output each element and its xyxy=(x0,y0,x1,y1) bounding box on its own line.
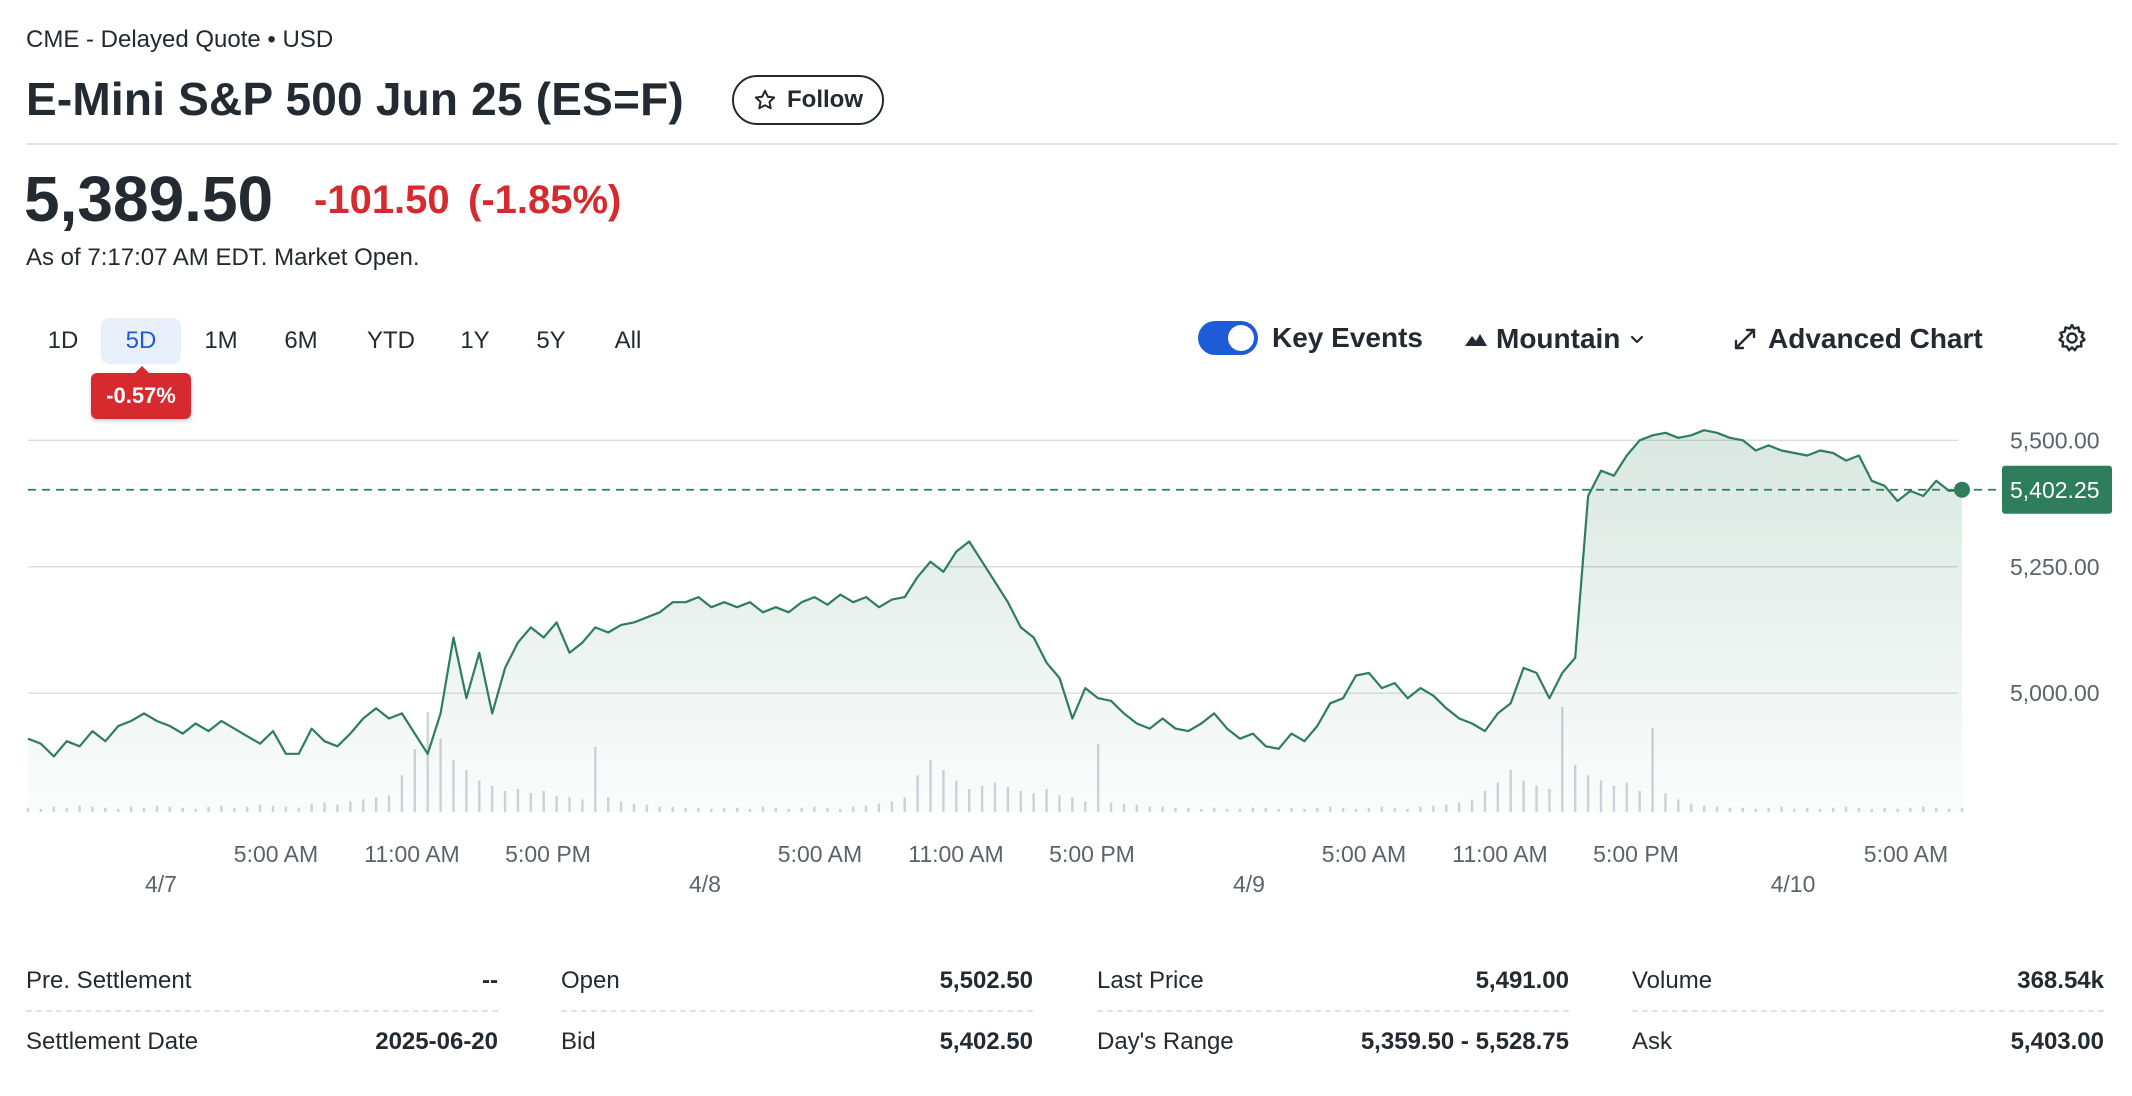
stat-row: Bid 5,402.50 xyxy=(561,1012,1033,1072)
stat-label: Last Price xyxy=(1097,967,1204,994)
range-tab-5d[interactable]: 5D xyxy=(101,318,181,364)
stat-row: Settlement Date 2025-06-20 xyxy=(26,1012,498,1072)
x-date-label: 4/7 xyxy=(145,871,177,897)
y-tick-label: 5,250.00 xyxy=(2010,554,2100,580)
header-divider xyxy=(26,143,2118,145)
stats-column-1: Pre. Settlement -- Settlement Date 2025-06… xyxy=(26,952,498,1072)
mountain-icon xyxy=(1465,334,1487,346)
gear-icon[interactable] xyxy=(2056,322,2088,354)
x-date-label: 4/10 xyxy=(1771,871,1816,897)
stat-label: Open xyxy=(561,967,620,994)
current-price-label-text: 5,402.25 xyxy=(2010,477,2100,503)
advanced-chart-button[interactable]: Advanced Chart xyxy=(1732,322,1983,356)
stat-label: Settlement Date xyxy=(26,1028,199,1055)
star-icon xyxy=(754,89,776,110)
price-chart[interactable]: 5,402.25 5,500.00 5,250.00 5,000.00 5:00 A… xyxy=(0,400,2132,900)
x-time-label: 5:00 PM xyxy=(1049,841,1135,867)
stat-row: Ask 5,403.00 xyxy=(1632,1012,2104,1072)
x-time-label: 5:00 AM xyxy=(234,841,318,867)
stat-value: 5,403.00 xyxy=(2010,1028,2104,1055)
range-tab-1m[interactable]: 1M xyxy=(204,327,238,354)
x-date-label: 4/8 xyxy=(689,871,721,897)
stat-label: Volume xyxy=(1632,967,1713,994)
stat-row: Open 5,502.50 xyxy=(561,952,1033,1012)
y-axis-labels: 5,500.00 5,250.00 5,000.00 xyxy=(2010,427,2100,706)
stat-label: Ask xyxy=(1632,1028,1673,1055)
follow-button[interactable]: Follow xyxy=(732,75,884,125)
stat-label: Bid xyxy=(561,1028,596,1055)
stat-value: 368.54k xyxy=(2017,967,2104,994)
x-time-label: 11:00 AM xyxy=(364,841,459,867)
x-time-label: 5:00 AM xyxy=(778,841,862,867)
stat-row: Volume 368.54k xyxy=(1632,952,2104,1012)
instrument-title: E-Mini S&P 500 Jun 25 (ES=F) xyxy=(26,73,684,125)
toggle-knob xyxy=(1228,325,1254,351)
x-time-label: 5:00 AM xyxy=(1864,841,1948,867)
x-time-label: 5:00 PM xyxy=(1593,841,1679,867)
y-tick-label: 5,000.00 xyxy=(2010,680,2100,706)
stat-value: 5,402.50 xyxy=(939,1028,1033,1055)
chart-type-dropdown[interactable]: Mountain xyxy=(1464,322,1646,356)
current-price: 5,389.50 xyxy=(24,163,274,235)
stat-row: Day's Range 5,359.50 - 5,528.75 xyxy=(1097,1012,1569,1072)
price-line xyxy=(27,429,1963,758)
price-area xyxy=(28,430,1962,812)
price-change: -101.50 xyxy=(314,178,450,222)
follow-label: Follow xyxy=(787,86,863,113)
stat-value: 5,502.50 xyxy=(939,967,1033,994)
stats-column-3: Last Price 5,491.00 Day's Range 5,359.50 -… xyxy=(1097,952,1569,1072)
chart-type-label: Mountain xyxy=(1496,323,1621,354)
exchange-info: CME - Delayed Quote • USD xyxy=(26,26,334,53)
expand-icon xyxy=(1734,328,1756,350)
x-time-label: 5:00 PM xyxy=(505,841,591,867)
stat-value: 5,491.00 xyxy=(1475,967,1569,994)
chevron-down-icon xyxy=(1631,335,1644,344)
stat-value: 2025-06-20 xyxy=(375,1028,498,1055)
price-change-percent: (-1.85%) xyxy=(468,178,622,222)
x-time-label: 5:00 AM xyxy=(1322,841,1406,867)
stat-label: Pre. Settlement xyxy=(26,967,192,994)
range-change-badge: -0.57% xyxy=(91,373,191,419)
range-tab-1y[interactable]: 1Y xyxy=(460,327,490,354)
range-tab-1d[interactable]: 1D xyxy=(47,327,79,354)
x-axis-labels: 5:00 AM 11:00 AM 5:00 PM 5:00 AM 11:00 AM 5:0… xyxy=(145,841,1948,897)
range-badge-pointer xyxy=(134,366,150,374)
stat-value: -- xyxy=(482,967,498,994)
current-price-label: 5,402.25 xyxy=(2002,465,2112,514)
stats-column-2: Open 5,502.50 Bid 5,402.50 xyxy=(561,952,1033,1072)
y-tick-label: 5,500.00 xyxy=(2010,427,2100,453)
range-tab-6m[interactable]: 6M xyxy=(284,327,318,354)
advanced-chart-label: Advanced Chart xyxy=(1768,323,1983,354)
range-tab-all[interactable]: All xyxy=(614,327,642,354)
stat-row: Pre. Settlement -- xyxy=(26,952,498,1012)
x-time-label: 11:00 AM xyxy=(1452,841,1547,867)
key-events-toggle[interactable] xyxy=(1198,321,1258,355)
quote-timestamp: As of 7:17:07 AM EDT. Market Open. xyxy=(26,244,420,271)
stat-value: 5,359.50 - 5,528.75 xyxy=(1360,1028,1569,1055)
key-events-label: Key Events xyxy=(1272,322,1423,353)
stats-column-4: Volume 368.54k Ask 5,403.00 xyxy=(1632,952,2104,1072)
x-time-label: 11:00 AM xyxy=(908,841,1003,867)
stat-row: Last Price 5,491.00 xyxy=(1097,952,1569,1012)
stat-label: Day's Range xyxy=(1097,1028,1234,1055)
range-tab-ytd[interactable]: YTD xyxy=(367,327,415,354)
current-price-dot xyxy=(1954,481,1970,498)
range-tab-5y[interactable]: 5Y xyxy=(536,327,566,354)
x-date-label: 4/9 xyxy=(1233,871,1265,897)
